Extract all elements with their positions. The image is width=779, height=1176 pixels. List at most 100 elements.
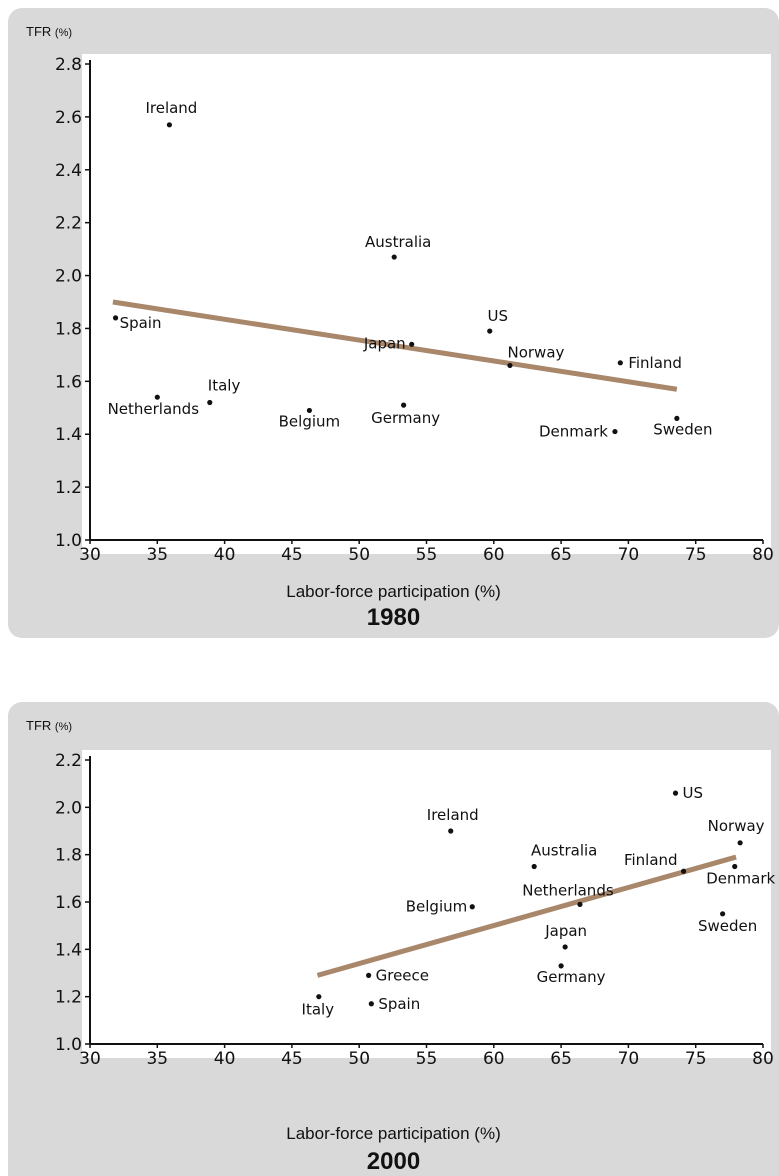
y-tick-label: 2.0 — [55, 267, 82, 287]
x-tick-label: 35 — [146, 545, 168, 565]
data-point — [207, 399, 213, 406]
x-tick-label: 35 — [146, 1049, 168, 1069]
point-label: Germany — [537, 968, 606, 986]
data-point — [577, 901, 583, 907]
point-label: Spain — [378, 995, 420, 1013]
x-tick-label: 80 — [752, 545, 774, 565]
scatter-chart-1980: 1.0 1.2 1.4 1.6 1.8 2.0 2.2 2.4 2.6 2.8 30 35 40 45 50… — [55, 54, 774, 565]
y-axis-title: TFR (%) — [26, 24, 73, 39]
point-label: Japan — [363, 334, 406, 352]
point-label: Netherlands — [522, 881, 614, 899]
point-label: Australia — [365, 233, 431, 251]
data-point — [558, 963, 564, 969]
x-tick-label: 55 — [416, 545, 438, 565]
x-tick-label: 45 — [281, 1049, 303, 1069]
x-tick-label: 50 — [348, 545, 370, 565]
point-label: Ireland — [427, 806, 479, 824]
y-tick-label: 1.8 — [55, 319, 82, 339]
x-axis-title: Labor-force participation (%) — [286, 582, 501, 601]
trend-line — [112, 299, 678, 392]
y-axis-title: TFR (%) — [26, 718, 73, 733]
x-tick-label: 70 — [618, 545, 640, 565]
point-label: Sweden — [698, 917, 757, 935]
y-tick-label: 1.6 — [55, 893, 82, 913]
y-tick-label: 2.0 — [55, 798, 82, 818]
data-point — [531, 863, 537, 870]
y-tick-label: 2.2 — [55, 751, 82, 771]
x-tick-label: 75 — [685, 1049, 707, 1069]
data-point — [732, 863, 738, 870]
y-tick-label: 2.2 — [55, 214, 82, 234]
point-label: Australia — [531, 842, 597, 860]
point-label: Ireland — [145, 99, 197, 117]
trend-line — [316, 854, 737, 978]
point-label: US — [683, 784, 704, 802]
data-point — [737, 840, 743, 846]
data-point — [306, 407, 312, 414]
data-point — [112, 315, 119, 321]
data-point — [562, 944, 568, 950]
point-label: Finland — [628, 354, 682, 372]
scatter-chart-2000: 1.0 1.2 1.4 1.6 1.8 2.0 2.2 30 35 40 45 50 55 60 65 70 7… — [55, 750, 776, 1069]
plot-area — [82, 750, 771, 1058]
x-tick-label: 70 — [618, 1049, 640, 1069]
x-tick-label: 55 — [416, 1049, 438, 1069]
y-tick-label: 2.6 — [55, 108, 82, 128]
data-point — [166, 122, 173, 128]
chart-panel-2000: TFR (%) 1.0 1.2 1.4 1.6 1.8 2.0 2.2 30 35 40 45 50 5… — [8, 702, 779, 1176]
point-label: Germany — [371, 409, 440, 427]
data-point — [507, 362, 513, 369]
point-label: Norway — [507, 343, 564, 361]
data-point — [487, 328, 493, 334]
x-tick-label: 30 — [79, 1049, 101, 1069]
point-label: Finland — [624, 851, 678, 869]
data-point — [391, 254, 397, 260]
chart-panel-1980: TFR (%) 1.0 1.2 1.4 1.6 1.8 2.0 2.2 2.4 2.6 2.8 30… — [8, 8, 779, 638]
data-point — [366, 972, 372, 978]
y-tick-label: 1.2 — [55, 988, 82, 1008]
data-point — [409, 341, 415, 347]
data-point — [448, 828, 454, 834]
y-tick-label: 1.0 — [55, 1035, 82, 1055]
x-tick-label: 65 — [550, 545, 572, 565]
point-label: Denmark — [706, 870, 775, 888]
point-label: Spain — [120, 314, 162, 332]
data-point — [612, 428, 618, 435]
x-tick-label: 60 — [483, 1049, 505, 1069]
chart-year-label: 1980 — [366, 604, 421, 631]
y-tick-label: 2.8 — [55, 55, 82, 75]
data-point — [617, 360, 623, 366]
y-tick-label: 1.4 — [55, 425, 82, 445]
data-point — [154, 394, 160, 400]
point-label: Italy — [208, 376, 241, 394]
point-label: Sweden — [653, 420, 712, 438]
x-tick-label: 75 — [685, 545, 707, 565]
data-point — [680, 868, 687, 874]
point-label: Belgium — [406, 898, 468, 916]
point-label: Denmark — [539, 423, 608, 441]
data-point — [674, 415, 680, 421]
y-tick-label: 1.8 — [55, 846, 82, 866]
data-point — [316, 994, 322, 1000]
x-tick-label: 80 — [752, 1049, 774, 1069]
chart-year-label: 2000 — [366, 1148, 421, 1175]
x-axis-title: Labor-force participation (%) — [286, 1124, 501, 1143]
y-tick-label: 1.6 — [55, 372, 82, 392]
point-label: Netherlands — [108, 400, 200, 418]
point-label: Japan — [544, 922, 587, 940]
y-tick-label: 2.4 — [55, 161, 82, 181]
x-tick-label: 45 — [281, 545, 303, 565]
x-tick-label: 50 — [348, 1049, 370, 1069]
plot-area — [82, 54, 771, 554]
point-label: US — [488, 307, 509, 325]
data-point — [469, 904, 475, 910]
data-point — [368, 1001, 374, 1007]
y-tick-label: 1.4 — [55, 940, 82, 960]
x-tick-label: 30 — [79, 545, 101, 565]
data-point — [720, 911, 726, 917]
y-tick-label: 1.2 — [55, 478, 82, 498]
x-tick-label: 40 — [214, 545, 236, 565]
x-tick-label: 60 — [483, 545, 505, 565]
point-label: Greece — [376, 966, 429, 984]
x-tick-label: 40 — [214, 1049, 236, 1069]
